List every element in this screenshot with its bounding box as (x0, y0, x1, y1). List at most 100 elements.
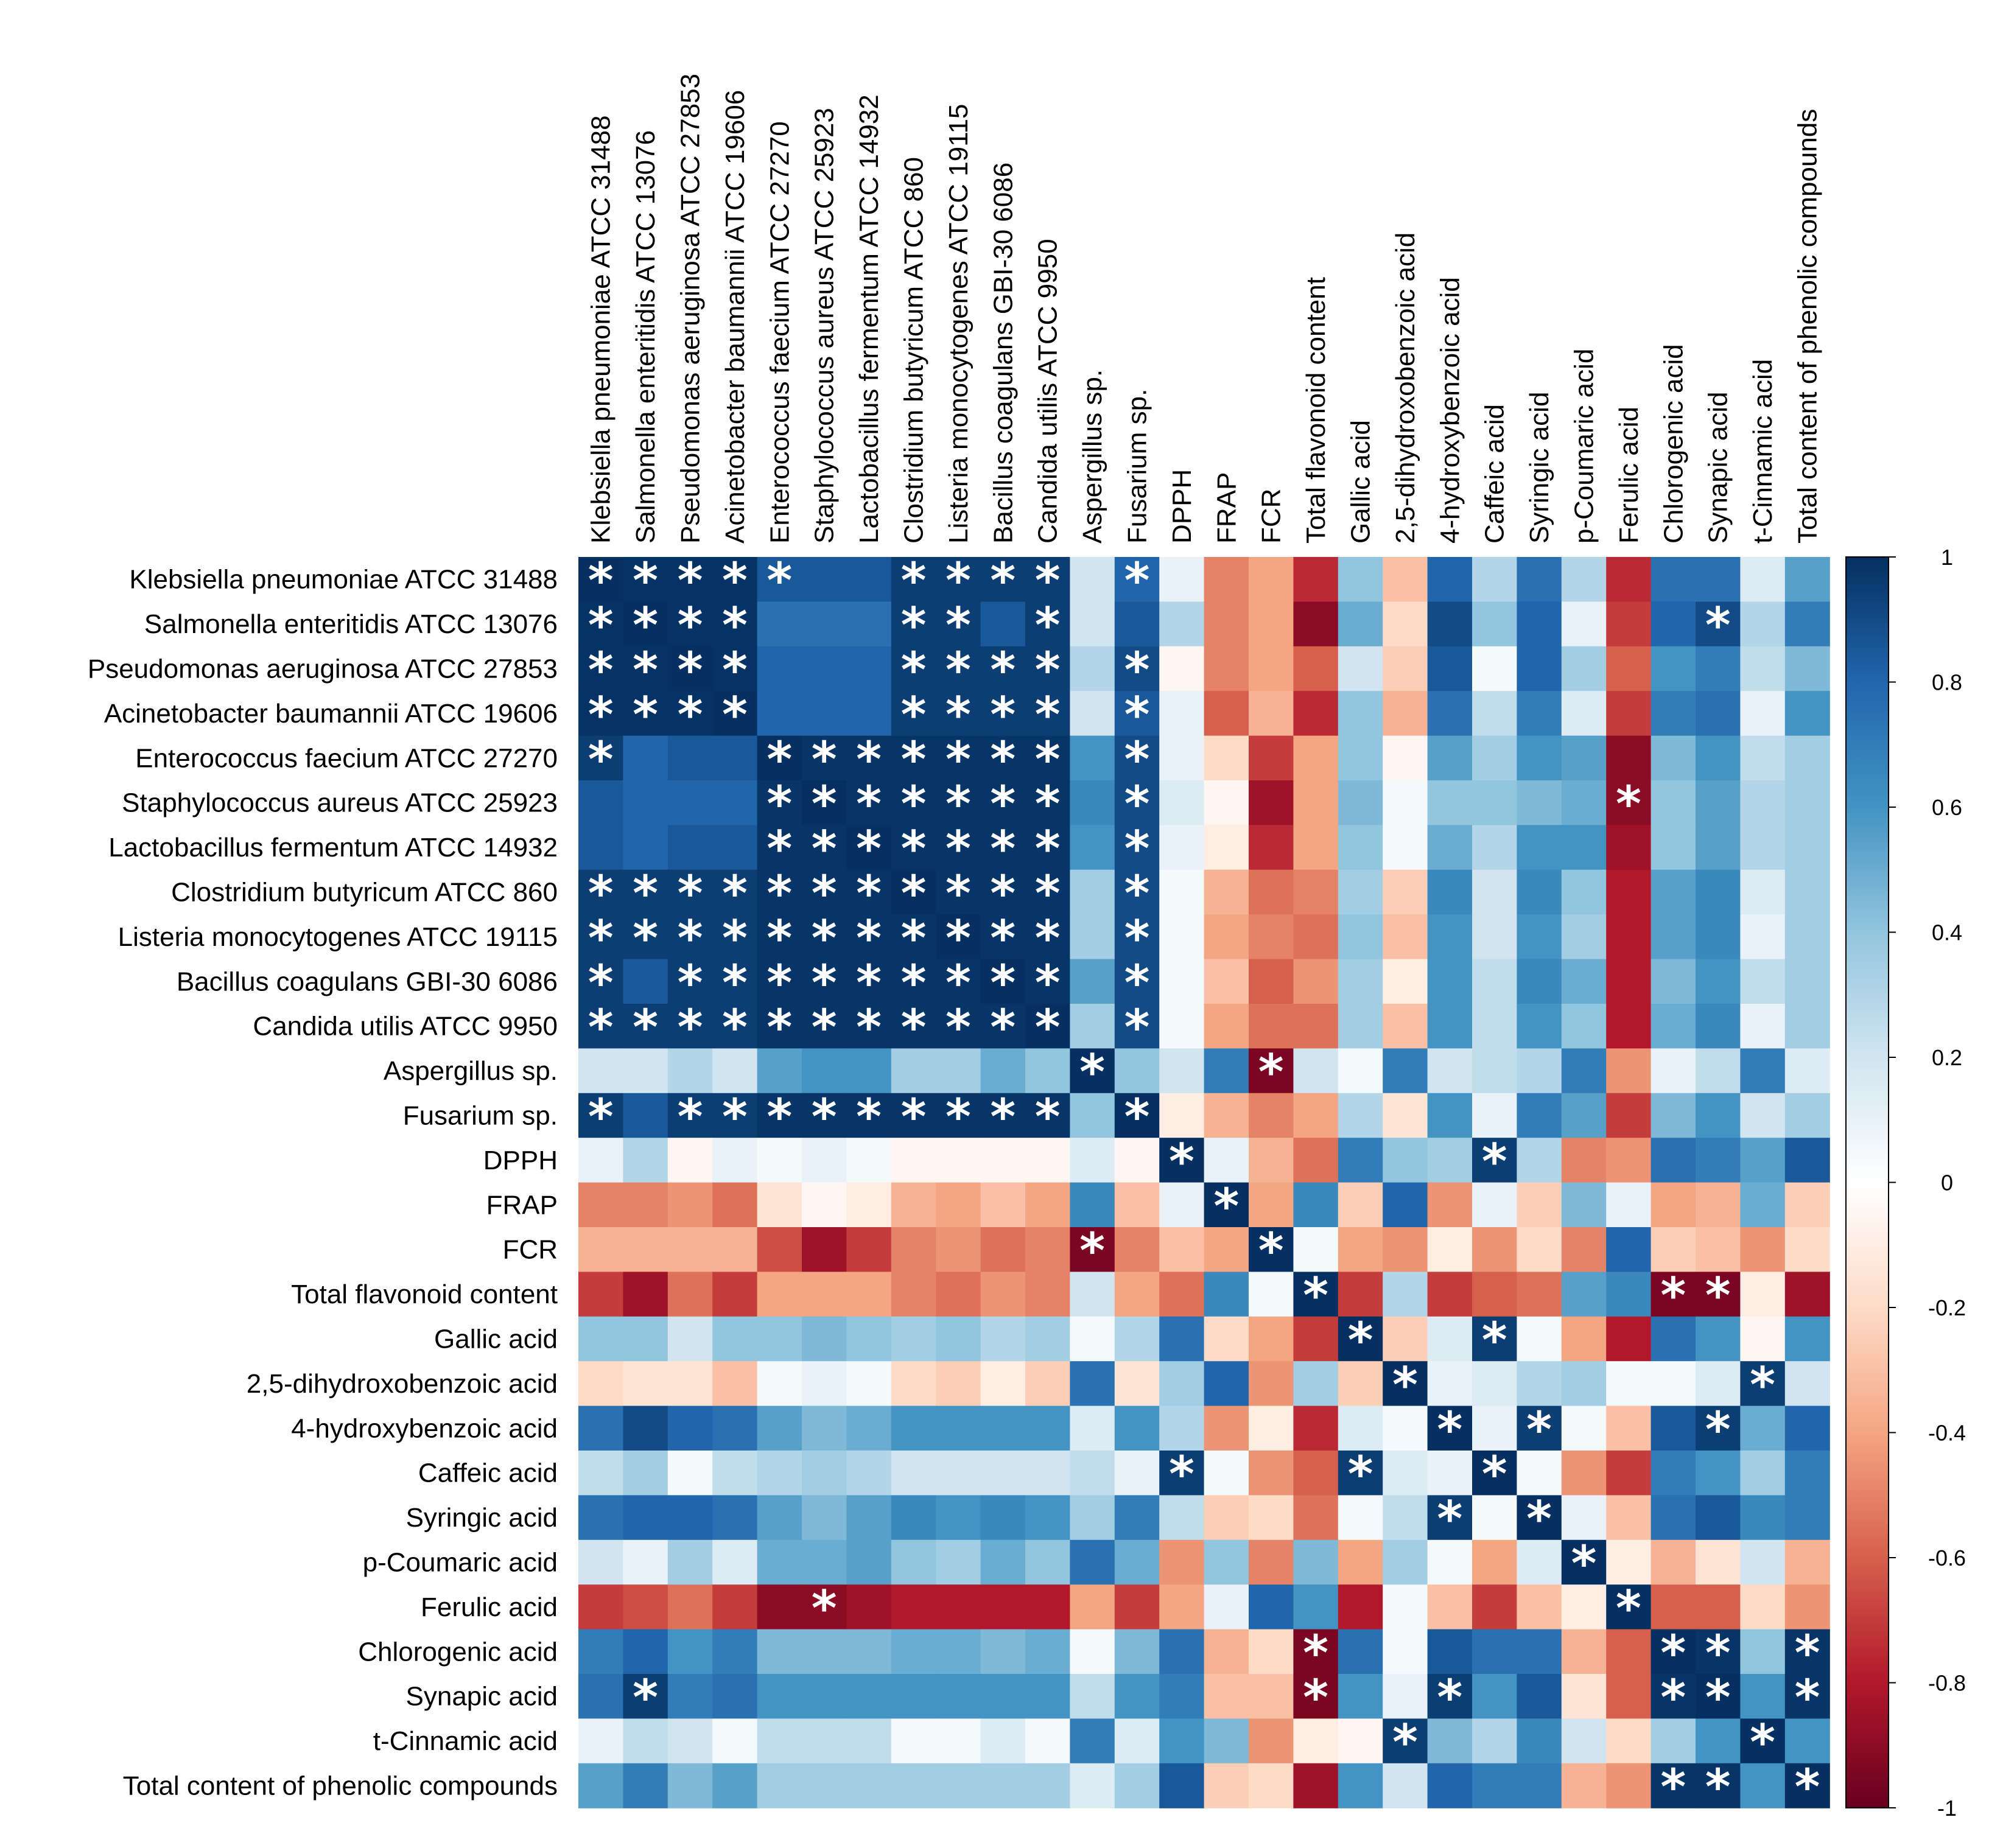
heatmap-cell (1249, 735, 1294, 781)
heatmap-cell (1561, 1316, 1607, 1362)
column-label: 2,5-dihydroxobenzoic acid (1391, 233, 1420, 544)
colorbar-tick-label: -0.6 (1928, 1545, 1966, 1570)
row-label: Clostridium butyricum ATCC 860 (171, 878, 558, 908)
heatmap-cell (980, 1138, 1026, 1183)
heatmap-cell (1740, 1405, 1786, 1451)
heatmap-cell (1249, 1451, 1294, 1496)
heatmap-cell (1472, 780, 1517, 825)
row-label: Pseudomonas aeruginosa ATCC 27853 (88, 654, 558, 684)
significance-star: * (633, 597, 658, 654)
heatmap-cell (578, 1674, 623, 1719)
heatmap-cell (1517, 869, 1562, 915)
significance-star: * (678, 642, 703, 699)
heatmap-cell (1696, 869, 1741, 915)
heatmap-cell (1472, 1763, 1517, 1808)
heatmap-cell (936, 914, 981, 960)
heatmap-cell (1070, 825, 1115, 870)
heatmap-cell (1293, 1138, 1339, 1183)
significance-star: * (945, 999, 971, 1056)
heatmap-cell (1159, 914, 1205, 960)
heatmap-cell (1383, 1495, 1428, 1541)
heatmap-cell (623, 1182, 668, 1228)
significance-star: * (1482, 1312, 1507, 1369)
heatmap-cell (1784, 825, 1830, 870)
heatmap-cell (623, 1093, 668, 1138)
heatmap-cell (846, 1361, 892, 1407)
heatmap-cell (1650, 1539, 1696, 1585)
heatmap-cell (1070, 557, 1115, 602)
significance-star: * (1660, 1625, 1686, 1681)
heatmap-cell (1606, 1763, 1652, 1808)
heatmap-cell (578, 735, 623, 781)
heatmap-cell (802, 1718, 847, 1764)
significance-star: * (588, 999, 614, 1056)
heatmap-cell (1204, 1451, 1249, 1496)
heatmap-cell (1472, 1004, 1517, 1049)
heatmap-cell (1293, 1182, 1339, 1228)
heatmap-cell (1204, 1004, 1249, 1049)
column-label: Fusarium sp. (1123, 389, 1152, 544)
heatmap-cell (802, 1182, 847, 1228)
heatmap-cell (1650, 1718, 1696, 1764)
heatmap-cell (846, 1138, 892, 1183)
heatmap-cell (578, 869, 623, 915)
heatmap-cell (846, 1718, 892, 1764)
heatmap-cell (1561, 1584, 1607, 1630)
significance-star: * (1079, 1223, 1105, 1279)
heatmap-cell (1249, 1629, 1294, 1675)
heatmap-cell (1338, 1584, 1383, 1630)
heatmap-cell (1784, 1451, 1830, 1496)
column-label: FCR (1257, 489, 1286, 544)
heatmap-cell (1114, 1048, 1160, 1094)
heatmap-cell (1427, 869, 1473, 915)
heatmap-cell (1650, 1093, 1696, 1138)
heatmap-cell (1740, 780, 1786, 825)
heatmap-cell (891, 1138, 936, 1183)
significance-star: * (990, 866, 1016, 922)
heatmap-cell (667, 825, 713, 870)
heatmap-cell (1025, 557, 1070, 602)
heatmap-cell (1159, 1227, 1205, 1272)
heatmap-cell (1159, 1316, 1205, 1362)
heatmap-cell (1517, 1048, 1562, 1094)
column-label: Acinetobacter baumannii ATCC 19606 (720, 90, 750, 544)
heatmap-cell (1696, 1093, 1741, 1138)
heatmap-cell (1249, 959, 1294, 1004)
heatmap-cell (757, 1674, 802, 1719)
heatmap-cell (757, 1316, 802, 1362)
heatmap-cell (1249, 1316, 1294, 1362)
heatmap-cell (757, 959, 802, 1004)
heatmap-cell (1025, 780, 1070, 825)
heatmap-cell (1159, 1718, 1205, 1764)
heatmap-cell (1070, 1272, 1115, 1317)
heatmap-cell (757, 825, 802, 870)
heatmap-cell (1159, 691, 1205, 737)
heatmap-cell (667, 1361, 713, 1407)
heatmap-cell (891, 825, 936, 870)
heatmap-cell (1070, 780, 1115, 825)
heatmap-cell (1561, 1138, 1607, 1183)
heatmap-cell (1740, 646, 1786, 691)
heatmap-cell (712, 914, 758, 960)
heatmap-cell (1784, 691, 1830, 737)
heatmap-cell (1561, 1539, 1607, 1585)
significance-star: * (856, 954, 882, 1011)
heatmap-cell (667, 1674, 713, 1719)
heatmap-cell (1204, 1316, 1249, 1362)
heatmap-cell (667, 869, 713, 915)
heatmap-cell (1338, 1629, 1383, 1675)
heatmap-cell (846, 1763, 892, 1808)
heatmap-cell (1204, 1495, 1249, 1541)
significance-star: * (1795, 1625, 1820, 1681)
heatmap-cell (1784, 1361, 1830, 1407)
heatmap-cell (1114, 1718, 1160, 1764)
heatmap-cell (1338, 1451, 1383, 1496)
significance-star: * (1035, 731, 1061, 788)
heatmap-cell (712, 1539, 758, 1585)
heatmap-cell (1383, 1227, 1428, 1272)
heatmap-cell (1517, 1718, 1562, 1764)
heatmap-cell (936, 1763, 981, 1808)
heatmap-cell (1249, 1405, 1294, 1451)
heatmap-cell (1383, 1674, 1428, 1719)
significance-star: * (678, 597, 703, 654)
